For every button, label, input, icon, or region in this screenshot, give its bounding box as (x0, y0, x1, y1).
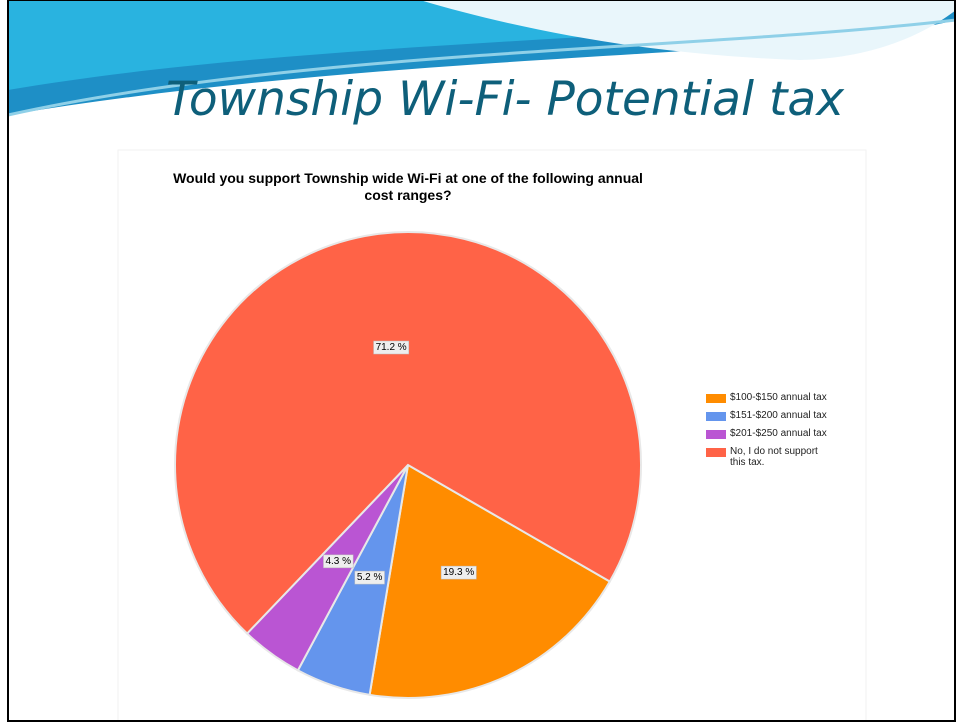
value-label: 19.3 % (443, 567, 474, 578)
legend-swatch (706, 394, 726, 403)
value-label: 71.2 % (376, 342, 407, 353)
chart-title: Would you support Township wide Wi-Fi at… (170, 170, 646, 204)
legend-swatch (706, 430, 726, 439)
legend-label: $151-$200 annual tax (730, 410, 830, 421)
value-label: 5.2 % (357, 572, 383, 583)
legend-swatch (706, 412, 726, 421)
legend-item: $201-$250 annual tax (706, 428, 830, 439)
slide-title: Township Wi-Fi- Potential tax (0, 72, 956, 127)
legend-swatch (706, 448, 726, 457)
legend-item: No, I do not support this tax. (706, 446, 830, 468)
legend-item: $100-$150 annual tax (706, 392, 830, 403)
legend-item: $151-$200 annual tax (706, 410, 830, 421)
legend: $100-$150 annual tax $151-$200 annual tax… (706, 392, 830, 475)
slide: 19.3 % 5.2 % 4.3 % 71.2 % Township Wi-Fi- P… (0, 0, 956, 722)
value-label: 4.3 % (325, 556, 351, 567)
pie: 19.3 % 5.2 % 4.3 % 71.2 % (175, 232, 641, 698)
legend-label: $201-$250 annual tax (730, 428, 830, 439)
legend-label: No, I do not support this tax. (730, 446, 830, 468)
legend-label: $100-$150 annual tax (730, 392, 830, 403)
